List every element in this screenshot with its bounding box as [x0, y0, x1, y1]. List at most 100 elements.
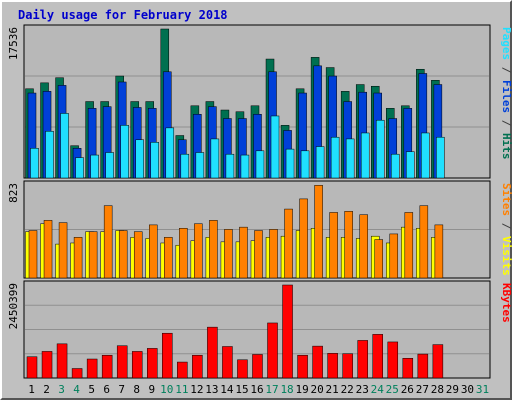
panel-3-legend-label: KBytes [500, 283, 512, 323]
x-tick-label-day-19: 19 [295, 383, 308, 396]
x-tick-label-day-21: 21 [326, 383, 339, 396]
pages-bar-day-19 [300, 150, 310, 179]
pages-bar-day-1 [30, 148, 39, 179]
sites-bar-day-28 [434, 224, 444, 279]
x-tick-label-day-20: 20 [311, 383, 324, 396]
kbytes-bar-day-13 [207, 326, 218, 379]
kbytes-bar-day-23 [357, 340, 368, 379]
kbytes-bar-day-15 [237, 359, 248, 379]
sites-bar-day-13 [209, 220, 218, 279]
pages-bar-day-10 [165, 127, 175, 179]
legend-part-1: / [500, 60, 512, 80]
sites-bar-day-5 [88, 231, 98, 279]
x-tick-label-day-31: 31 [476, 383, 489, 396]
pages-bar-day-27 [421, 132, 430, 179]
legend-part-0: Pages [500, 27, 512, 60]
sites-bar-day-20 [314, 185, 323, 279]
pages-bar-day-23 [360, 132, 370, 179]
pages-bar-day-26 [406, 151, 415, 179]
x-tick-label-day-12: 12 [190, 383, 203, 396]
x-tick-label-day-2: 2 [43, 383, 50, 396]
panel-1-ymax-label: 17536 [7, 27, 20, 60]
kbytes-bar-day-10 [162, 332, 173, 379]
kbytes-bar-day-9 [147, 348, 158, 379]
kbytes-bar-day-28 [432, 344, 444, 379]
kbytes-bar-day-20 [312, 345, 323, 379]
x-tick-label-day-13: 13 [205, 383, 218, 396]
sites-bar-day-15 [239, 226, 248, 279]
kbytes-bar-day-1 [26, 356, 38, 379]
panel-2-ymax-label: 823 [7, 183, 20, 203]
kbytes-bar-day-8 [131, 351, 143, 379]
sites-bar-day-24 [374, 239, 383, 279]
kbytes-bar-day-25 [387, 341, 399, 379]
legend-part-4: Hits [500, 133, 512, 160]
x-tick-label-day-26: 26 [401, 383, 414, 396]
x-tick-label-day-6: 6 [103, 383, 110, 396]
x-tick-label-day-24: 24 [371, 383, 385, 396]
kbytes-bar-day-14 [222, 346, 233, 379]
x-tick-label-day-29: 29 [446, 383, 459, 396]
sites-bar-day-4 [73, 237, 83, 279]
sites-bar-day-17 [269, 229, 278, 279]
x-tick-label-day-17: 17 [265, 383, 278, 396]
chart-title: Daily usage for February 2018 [18, 8, 228, 22]
panel-3-ymax-label: 2450399 [7, 283, 20, 329]
pages-bar-day-3 [60, 113, 69, 179]
pages-bar-day-14 [225, 153, 235, 179]
kbytes-bar-day-22 [342, 353, 353, 379]
pages-bar-day-13 [210, 138, 220, 179]
pages-bar-day-18 [285, 148, 295, 179]
sites-bar-day-27 [419, 205, 429, 279]
x-tick-label-day-11: 11 [175, 383, 188, 396]
pages-bar-day-4 [75, 157, 84, 179]
panel-2-legend-label: Sites / Visits [500, 183, 512, 276]
x-tick-label-day-10: 10 [160, 383, 173, 396]
kbytes-bar-day-16 [252, 354, 263, 379]
kbytes-bar-day-19 [297, 354, 308, 379]
pages-bar-day-20 [315, 146, 325, 179]
sites-bar-day-11 [179, 228, 188, 279]
sites-bar-day-12 [194, 223, 203, 279]
sites-bar-day-1 [28, 230, 38, 279]
sites-bar-day-19 [299, 198, 308, 279]
x-tick-label-day-1: 1 [28, 383, 35, 396]
sites-bar-day-2 [43, 220, 53, 279]
legend-part-2: Visits [500, 236, 512, 276]
kbytes-bar-day-7 [116, 345, 128, 379]
sites-bar-day-3 [58, 222, 68, 279]
legend-part-2: Files [500, 80, 512, 113]
sites-bar-day-21 [329, 212, 338, 279]
legend-part-0: Sites [500, 183, 512, 216]
pages-bar-day-9 [150, 142, 160, 179]
x-tick-label-day-18: 18 [280, 383, 293, 396]
x-tick-label-day-28: 28 [431, 383, 444, 396]
sites-bar-day-22 [344, 211, 353, 279]
kbytes-bar-day-17 [267, 322, 278, 379]
kbytes-bar-day-11 [177, 361, 188, 379]
pages-bar-day-2 [45, 131, 54, 179]
sites-bar-day-8 [133, 231, 143, 279]
pages-bar-day-24 [375, 119, 385, 179]
kbytes-bar-day-5 [86, 358, 98, 379]
pages-bar-day-11 [180, 153, 190, 179]
sites-bar-day-14 [224, 229, 233, 279]
sites-bar-day-26 [404, 212, 414, 279]
pages-bar-day-6 [105, 152, 114, 179]
sites-bar-day-10 [164, 237, 173, 279]
sites-bar-day-9 [149, 224, 158, 279]
x-tick-label-day-25: 25 [386, 383, 399, 396]
legend-part-3: / [500, 113, 512, 133]
pages-bar-day-25 [391, 153, 400, 179]
kbytes-bar-day-24 [372, 334, 383, 379]
pages-bar-day-22 [345, 138, 355, 179]
pages-bar-day-16 [255, 150, 265, 179]
kbytes-bar-day-2 [41, 351, 53, 379]
kbytes-bar-day-6 [101, 354, 113, 379]
x-tick-label-day-9: 9 [148, 383, 155, 396]
kbytes-bar-day-3 [56, 343, 68, 379]
pages-bar-day-8 [135, 139, 144, 179]
kbytes-bar-day-21 [327, 353, 338, 379]
x-tick-label-day-3: 3 [58, 383, 65, 396]
